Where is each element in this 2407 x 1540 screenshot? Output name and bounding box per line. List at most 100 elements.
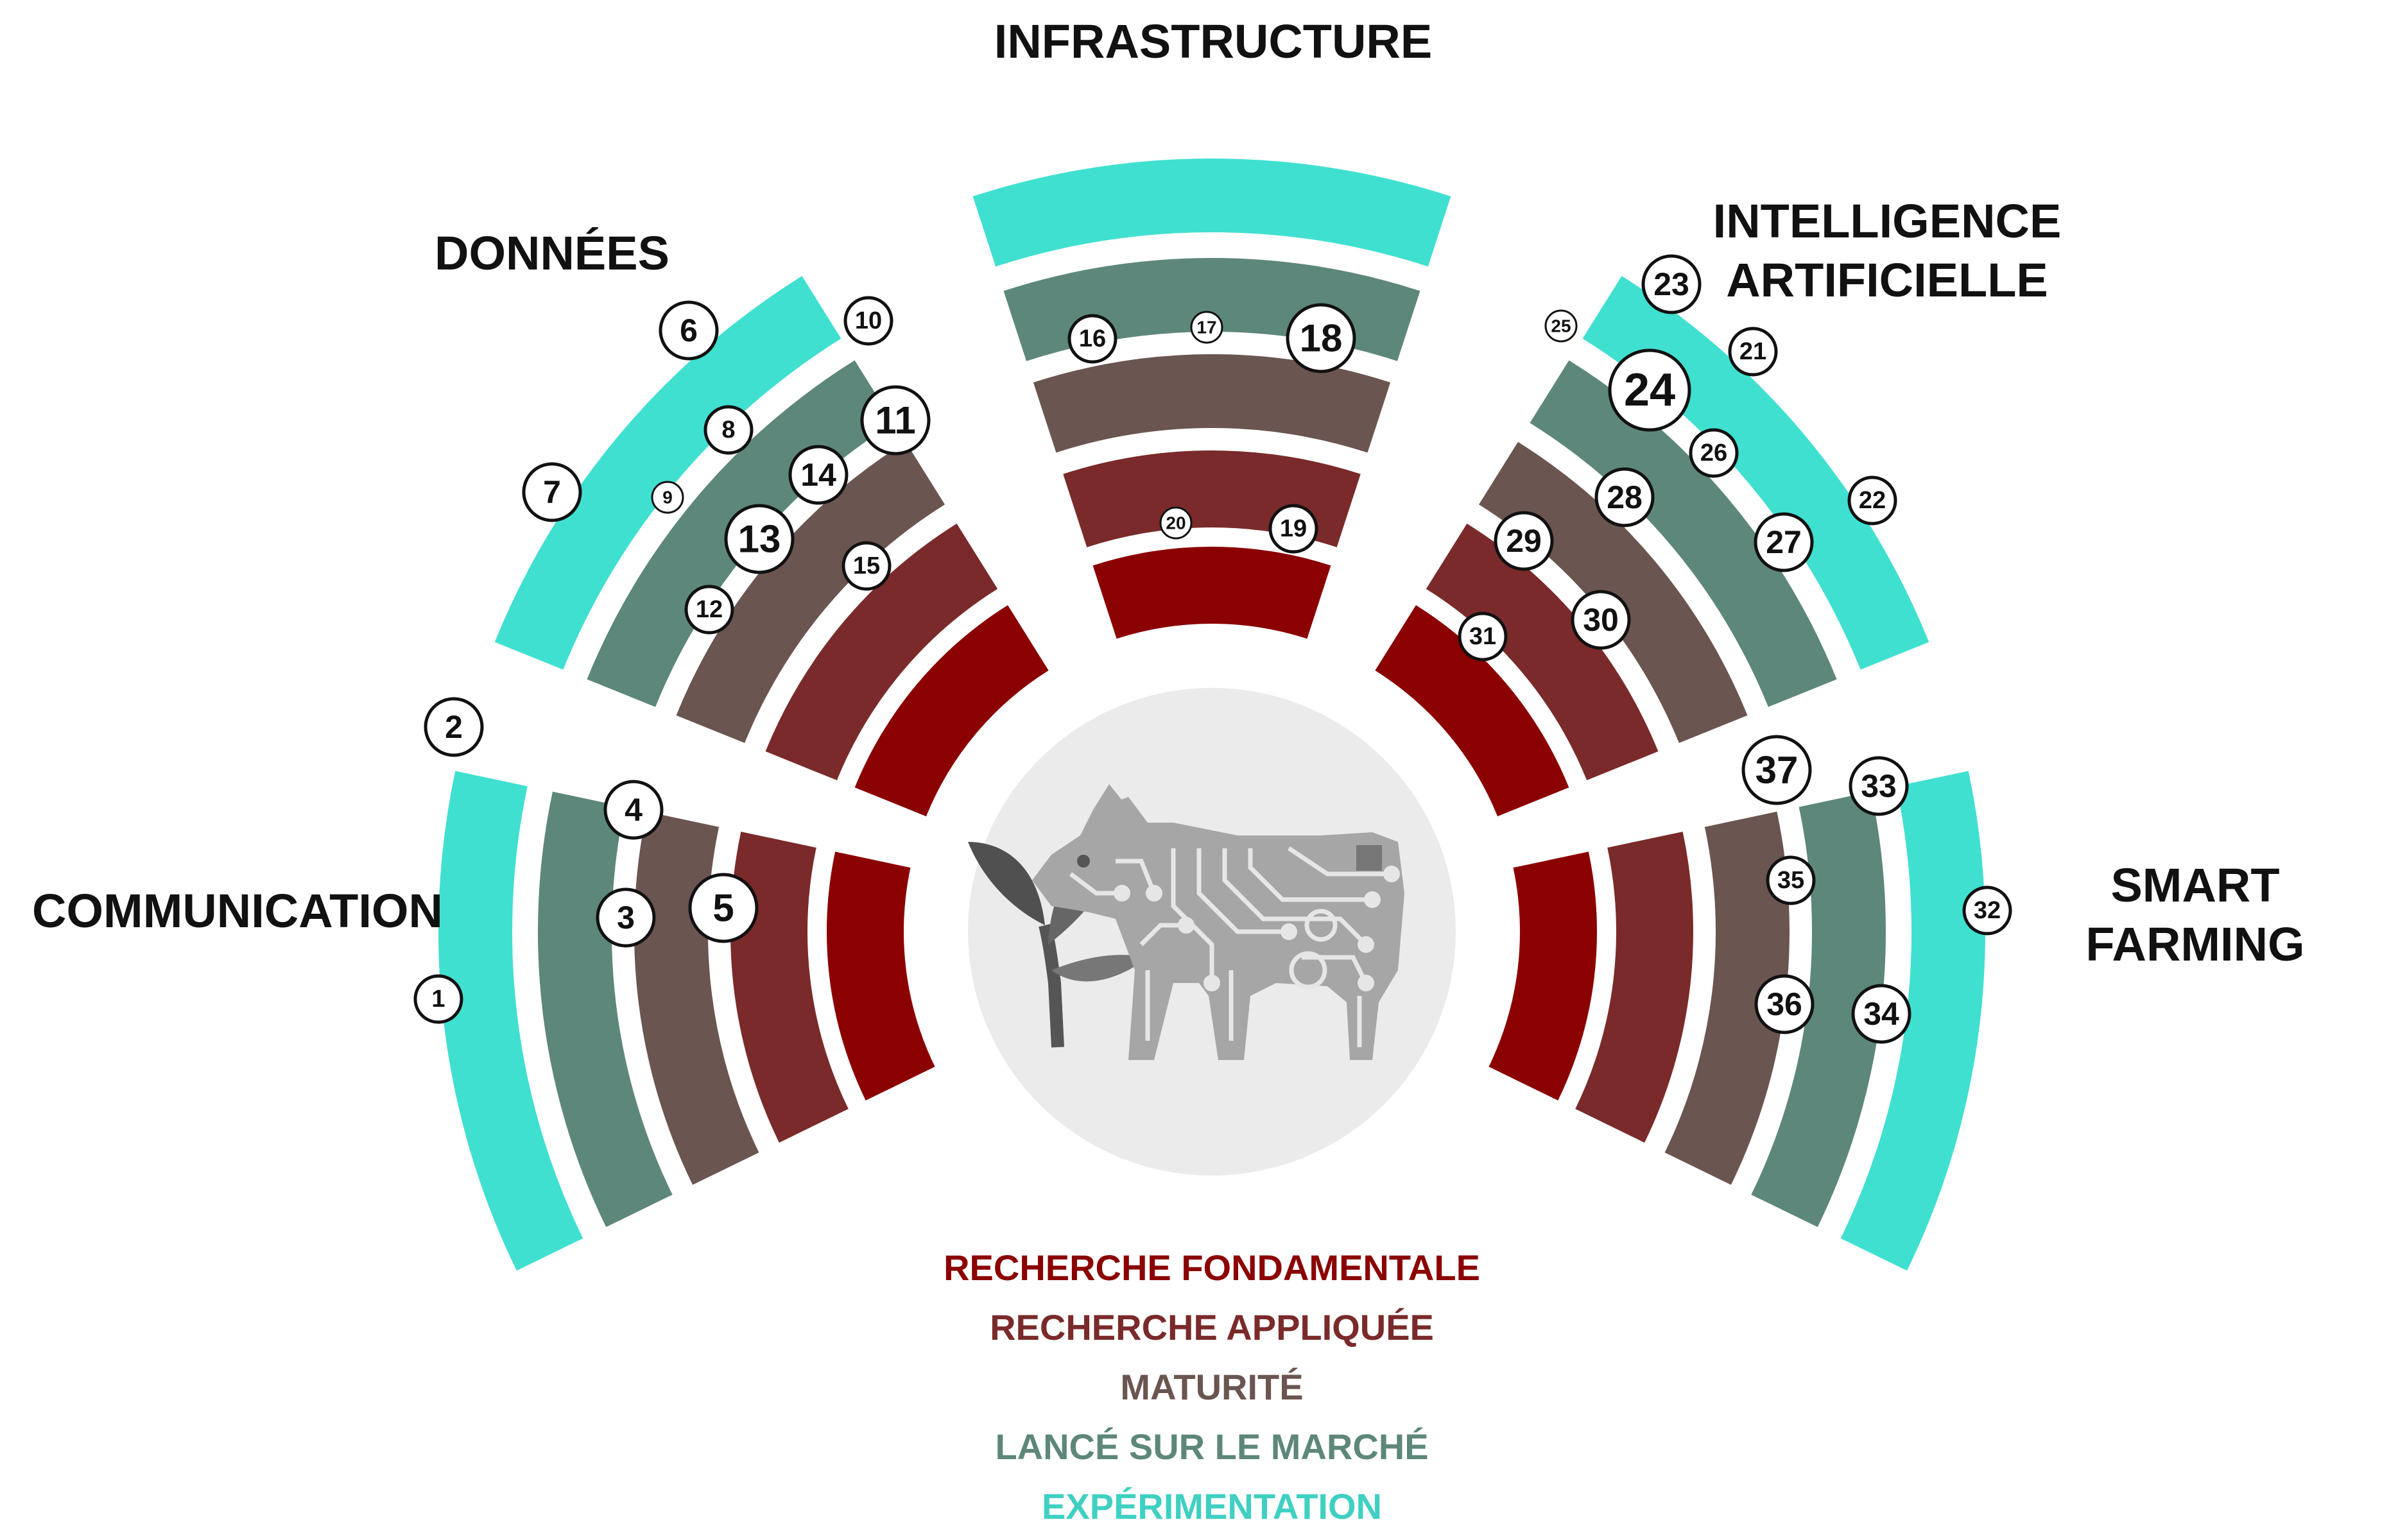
- marker-circle-4: [603, 780, 664, 840]
- marker-circle-22: [1847, 475, 1897, 526]
- marker-16: 16: [1067, 314, 1117, 364]
- marker-label-37: 37: [1756, 749, 1799, 792]
- marker-label-33: 33: [1861, 768, 1897, 804]
- band-donnees-ring-0: [854, 605, 1049, 817]
- marker-10: 10: [843, 296, 893, 346]
- marker-label-9: 9: [662, 488, 673, 508]
- marker-circle-19: [1268, 504, 1318, 554]
- marker-5: 5: [688, 873, 759, 943]
- marker-label-11: 11: [875, 399, 915, 442]
- marker-9: 9: [651, 481, 684, 514]
- marker-7: 7: [522, 462, 582, 522]
- legend-item-4: EXPÉRIMENTATION: [1042, 1486, 1382, 1527]
- marker-label-26: 26: [1700, 440, 1727, 466]
- marker-circle-30: [1571, 590, 1631, 650]
- marker-19: 19: [1268, 504, 1318, 554]
- marker-circle-13: [724, 504, 795, 574]
- marker-28: 28: [1594, 467, 1655, 527]
- band-smart-farming-ring-4: [1840, 771, 1985, 1271]
- marker-circle-7: [522, 462, 582, 522]
- marker-label-27: 27: [1766, 524, 1802, 560]
- marker-35: 35: [1766, 855, 1816, 905]
- marker-circle-16: [1067, 314, 1117, 364]
- sector-title-communication: COMMUNICATION: [32, 884, 443, 937]
- legend: RECHERCHE FONDAMENTALE RECHERCHE APPLIQUÉ…: [944, 1247, 1480, 1527]
- marker-4: 4: [603, 780, 664, 840]
- marker-label-12: 12: [696, 596, 723, 623]
- marker-label-10: 10: [855, 307, 882, 334]
- marker-8: 8: [703, 405, 754, 455]
- band-infrastructure-ring-4: [972, 158, 1451, 267]
- marker-label-17: 17: [1196, 318, 1216, 338]
- marker-circle-31: [1458, 612, 1508, 662]
- marker-label-7: 7: [543, 474, 561, 510]
- band-intelligence-ring-1: [1426, 523, 1659, 780]
- marker-label-34: 34: [1863, 996, 1899, 1032]
- sector-title-smart-farming: SMART: [2110, 859, 2279, 912]
- band-intelligence-ring-0: [1375, 605, 1569, 817]
- marker-circle-20: [1159, 506, 1193, 540]
- marker-21: 21: [1728, 327, 1778, 377]
- marker-label-16: 16: [1079, 325, 1106, 352]
- band-communication-ring-4: [438, 771, 583, 1271]
- band-infrastructure-ring-0: [1092, 547, 1331, 639]
- marker-circle-26: [1689, 428, 1739, 478]
- marker-circle-33: [1849, 756, 1909, 816]
- marker-circle-18: [1286, 303, 1356, 373]
- marker-22: 22: [1847, 475, 1897, 526]
- marker-25: 25: [1544, 309, 1578, 343]
- marker-label-30: 30: [1583, 602, 1619, 638]
- marker-label-3: 3: [617, 900, 635, 936]
- sector-title-intelligence: INTELLIGENCE: [1713, 194, 2062, 248]
- marker-11: 11: [860, 385, 931, 456]
- marker-circle-10: [843, 296, 893, 346]
- band-donnees-ring-2: [676, 441, 945, 743]
- band-infrastructure-ring-3: [1003, 258, 1420, 361]
- marker-label-28: 28: [1607, 479, 1643, 515]
- marker-circle-36: [1754, 974, 1815, 1034]
- marker-circle-28: [1594, 467, 1655, 527]
- legend-item-2: MATURITÉ: [1120, 1367, 1303, 1407]
- marker-34: 34: [1851, 984, 1911, 1044]
- sector-title-intelligence: ARTIFICIELLE: [1726, 253, 2048, 307]
- marker-label-8: 8: [721, 416, 735, 443]
- marker-label-19: 19: [1280, 515, 1307, 542]
- center-emblem: [968, 688, 1456, 1176]
- marker-3: 3: [596, 887, 656, 948]
- band-communication-ring-0: [827, 851, 935, 1101]
- marker-12: 12: [684, 585, 734, 635]
- sector-titles: COMMUNICATION DONNÉES INFRASTRUCTURE INTELL…: [32, 15, 2305, 971]
- marker-circle-1: [413, 974, 463, 1024]
- marker-27: 27: [1754, 512, 1814, 572]
- marker-20: 20: [1159, 506, 1193, 540]
- marker-label-2: 2: [445, 709, 463, 745]
- ring-bands: [438, 158, 1985, 1271]
- marker-26: 26: [1689, 428, 1739, 478]
- marker-circle-27: [1754, 512, 1814, 572]
- circuit-cow-with-sprout-icon: [968, 784, 1404, 1060]
- marker-label-15: 15: [853, 552, 880, 579]
- marker-37: 37: [1741, 735, 1812, 805]
- marker-circle-37: [1741, 735, 1812, 805]
- marker-label-29: 29: [1506, 523, 1542, 559]
- marker-label-18: 18: [1300, 317, 1343, 360]
- band-smart-farming-ring-2: [1664, 811, 1790, 1185]
- marker-2: 2: [424, 697, 484, 757]
- marker-label-32: 32: [1974, 897, 2001, 924]
- marker-29: 29: [1494, 511, 1554, 571]
- marker-label-14: 14: [800, 457, 836, 493]
- marker-circle-24: [1608, 348, 1691, 432]
- marker-1: 1: [413, 974, 463, 1024]
- band-smart-farming-ring-0: [1488, 851, 1597, 1101]
- marker-label-25: 25: [1551, 316, 1571, 336]
- legend-item-1: RECHERCHE APPLIQUÉE: [990, 1307, 1434, 1348]
- legend-item-3: LANCÉ SUR LE MARCHÉ: [995, 1426, 1428, 1467]
- band-communication-ring-2: [634, 811, 759, 1185]
- marker-23: 23: [1641, 254, 1702, 314]
- marker-circle-9: [651, 481, 684, 514]
- marker-circle-23: [1641, 254, 1702, 314]
- marker-circle-35: [1766, 855, 1816, 905]
- marker-label-1: 1: [431, 986, 445, 1013]
- band-smart-farming-ring-3: [1751, 791, 1886, 1228]
- marker-30: 30: [1571, 590, 1631, 650]
